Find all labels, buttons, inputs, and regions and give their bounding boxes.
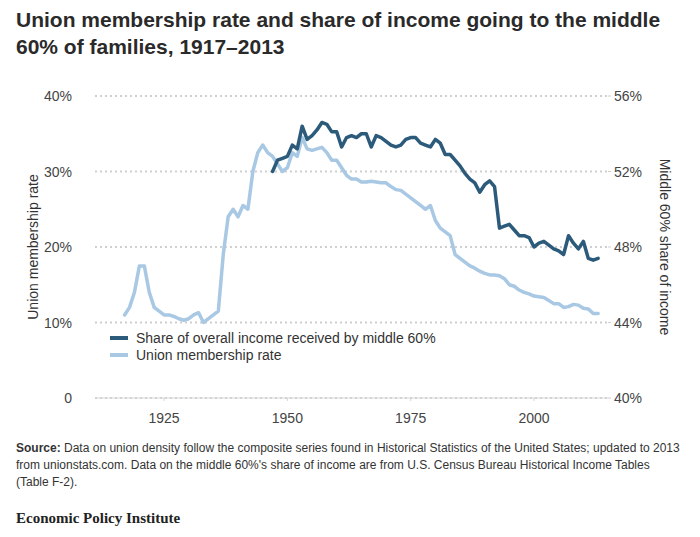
series-line [125,138,599,323]
y-axis-title: Union membership rate [25,174,41,320]
grid-line [95,322,608,324]
source-note: Source: Data on union density follow the… [16,440,684,491]
y2-tick [608,398,611,399]
grid-line [95,397,608,399]
x-tick-label: 1975 [395,410,426,426]
y2-tick-label: 44% [614,315,642,331]
grid-line [95,95,608,97]
y-tick-label: 30% [44,164,72,180]
x-tick-label: 1950 [272,410,303,426]
y2-tick-label: 56% [614,88,642,104]
source-label: Source: [16,441,61,455]
series-line [273,122,599,260]
x-tick [534,398,535,401]
legend-label: Share of overall income received by midd… [136,330,436,346]
y-tick-label: 10% [44,315,72,331]
legend-label: Union membership rate [136,347,282,363]
y2-tick-label: 52% [614,164,642,180]
legend-swatch [110,336,128,340]
x-tick [410,398,411,401]
source-text: Data on union density follow the composi… [16,441,680,489]
y2-tick [608,96,611,97]
y-tick-label: 20% [44,239,72,255]
y-tick-label: 0 [64,390,72,406]
title: Union membership rate and share of incom… [16,6,676,60]
legend-swatch [110,353,128,357]
y2-tick [608,322,611,323]
y2-tick-label: 48% [614,239,642,255]
x-axis-line [95,398,608,399]
grid-line [95,171,608,173]
y2-tick [608,247,611,248]
x-tick [164,398,165,401]
y2-tick [608,171,611,172]
y-tick-label: 40% [44,88,72,104]
y2-axis-title: Middle 60% share of income [657,159,673,336]
grid-line [95,246,608,248]
credit: Economic Policy Institute [16,510,180,527]
chart: 0 10% 20% 30% 40% 40% 44% 48% 52% 56% 1925 1950 1975… [0,0,700,537]
x-tick [287,398,288,401]
y2-tick-label: 40% [614,390,642,406]
plot-lines [125,122,599,322]
x-tick-label: 1925 [148,410,179,426]
x-tick-label: 2000 [518,410,549,426]
